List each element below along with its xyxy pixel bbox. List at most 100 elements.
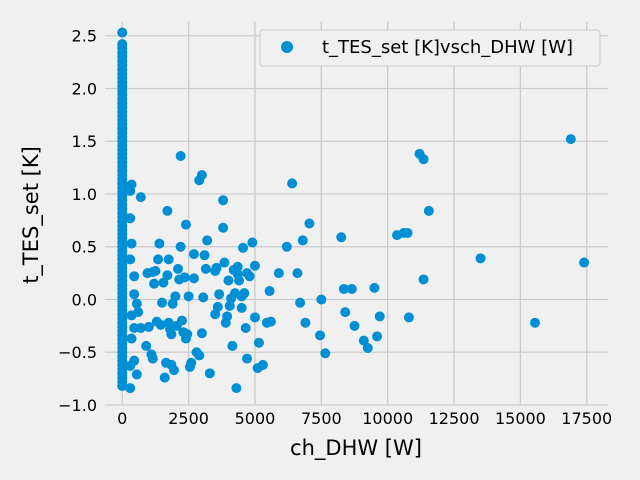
data-point [125,383,136,394]
data-point [194,350,205,361]
y-tick-label: −1.0 [58,396,97,415]
x-tick-label: 10000 [362,409,413,428]
data-point [172,263,183,274]
data-point [157,297,168,308]
data-point [200,263,211,274]
data-point [169,365,180,376]
data-point [125,360,136,371]
x-tick-label: 7500 [301,409,342,428]
data-point [227,340,238,351]
data-point [147,353,158,364]
data-point [212,301,223,312]
data-point [143,321,154,332]
legend-box [259,29,601,67]
data-point [300,317,311,328]
data-point [224,300,235,311]
data-point [183,291,194,302]
y-tick-label: −0.5 [58,343,97,362]
data-points [117,27,590,394]
data-point [176,315,187,326]
data-point [170,291,181,302]
data-point [155,319,166,330]
data-point [162,270,173,281]
y-tick-label: 2.5 [72,27,97,46]
data-point [242,353,253,364]
x-tick-label: 5000 [235,409,276,428]
data-point [154,238,165,249]
data-point [239,288,250,299]
data-point [281,241,292,252]
data-point [234,275,245,286]
data-point [179,272,190,283]
data-point [402,228,413,239]
data-point [126,333,137,344]
legend-label: t_TES_set [K]vsch_DHW [W] [322,37,573,58]
data-point [158,277,169,288]
data-point [369,282,380,293]
data-point [182,329,193,340]
data-point [264,286,275,297]
data-point [166,329,177,340]
data-point [530,317,541,328]
y-tick-label: 1.5 [72,132,97,151]
data-point [135,192,146,203]
data-point [358,335,369,346]
x-tick-label: 15000 [495,409,546,428]
data-point [238,242,249,253]
data-point [141,340,152,351]
data-point [579,257,590,268]
x-axis-label: ch_DHW [W] [290,436,422,461]
data-point [244,271,255,282]
data-point [223,275,234,286]
grid-lines [105,22,608,406]
data-point [249,312,260,323]
legend-marker [281,41,293,53]
x-tick-label: 12500 [429,409,480,428]
y-tick-labels: −1.0 −0.5 0.0 0.5 1.0 1.5 2.0 2.5 [58,27,97,415]
data-point [257,359,268,370]
data-point [218,195,229,206]
data-point [340,307,351,318]
data-point [125,185,136,196]
data-point [125,213,136,224]
data-point [362,343,373,354]
data-point [265,316,276,327]
data-point [131,369,142,380]
data-point [153,254,164,265]
y-tick-label: 0.0 [72,290,97,309]
data-point [287,178,298,189]
data-point [133,307,144,318]
data-point [304,218,315,229]
data-point [180,219,191,230]
data-point [135,322,146,333]
data-point [232,261,243,272]
data-point [295,297,306,308]
data-point [316,294,327,305]
data-point [196,169,207,180]
data-point [218,222,229,233]
data-point [202,235,213,246]
data-point [231,383,242,394]
x-tick-label: 0 [117,409,127,428]
data-point [162,205,173,216]
data-point [186,357,197,368]
data-point [253,337,264,348]
data-point [374,311,385,322]
data-point [129,289,140,300]
data-point [214,289,225,300]
x-tick-labels: 0 2500 5000 7500 10000 12500 15000 17500 [117,409,612,428]
data-point [372,331,383,342]
data-point [349,320,360,331]
data-point [204,368,215,379]
data-point [198,292,209,303]
data-point [188,273,199,284]
legend: t_TES_set [K]vsch_DHW [W] [259,29,601,67]
data-point [346,283,357,294]
data-point [125,254,136,265]
data-point [131,298,142,309]
data-point [423,205,434,216]
y-tick-label: 1.0 [72,185,97,204]
data-point [336,232,347,243]
data-point [199,250,210,261]
